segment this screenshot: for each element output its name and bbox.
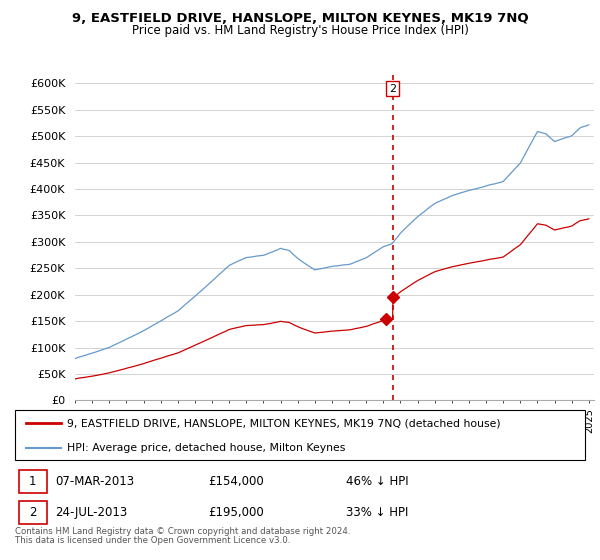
Text: 33% ↓ HPI: 33% ↓ HPI (346, 506, 409, 519)
Text: Contains HM Land Registry data © Crown copyright and database right 2024.: Contains HM Land Registry data © Crown c… (15, 528, 350, 536)
Bar (19, 501, 47, 524)
Text: HPI: Average price, detached house, Milton Keynes: HPI: Average price, detached house, Milt… (67, 442, 345, 452)
Text: 1: 1 (29, 475, 37, 488)
Text: 2: 2 (29, 506, 37, 519)
Bar (19, 470, 47, 493)
Text: 9, EASTFIELD DRIVE, HANSLOPE, MILTON KEYNES, MK19 7NQ: 9, EASTFIELD DRIVE, HANSLOPE, MILTON KEY… (71, 12, 529, 25)
Text: This data is licensed under the Open Government Licence v3.0.: This data is licensed under the Open Gov… (15, 536, 290, 545)
Text: 46% ↓ HPI: 46% ↓ HPI (346, 475, 409, 488)
Text: 07-MAR-2013: 07-MAR-2013 (55, 475, 134, 488)
Text: 9, EASTFIELD DRIVE, HANSLOPE, MILTON KEYNES, MK19 7NQ (detached house): 9, EASTFIELD DRIVE, HANSLOPE, MILTON KEY… (67, 418, 500, 428)
Text: Price paid vs. HM Land Registry's House Price Index (HPI): Price paid vs. HM Land Registry's House … (131, 24, 469, 37)
FancyBboxPatch shape (15, 410, 584, 460)
Text: £195,000: £195,000 (208, 506, 263, 519)
Text: £154,000: £154,000 (208, 475, 263, 488)
Text: 2: 2 (389, 83, 396, 94)
Text: 24-JUL-2013: 24-JUL-2013 (55, 506, 127, 519)
